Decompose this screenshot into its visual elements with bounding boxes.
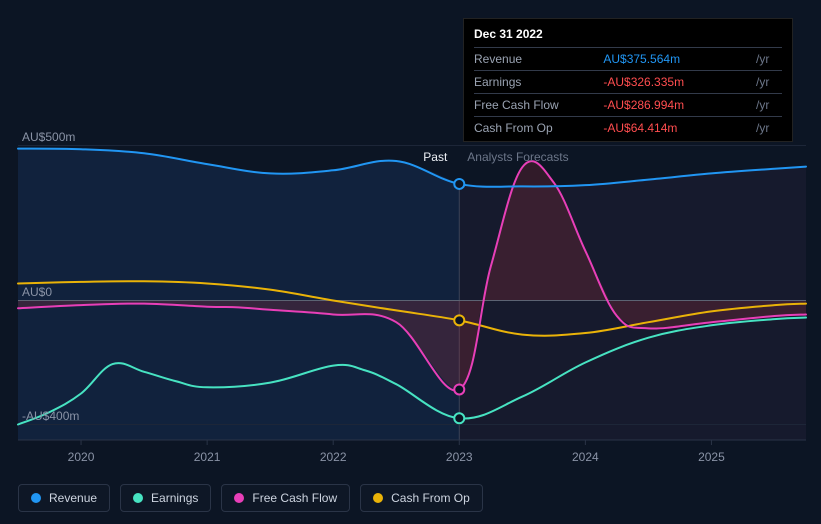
- tooltip-value: -AU$286.994m: [603, 94, 752, 117]
- legend-item-cfo[interactable]: Cash From Op: [360, 484, 483, 512]
- y-tick-label: AU$500m: [22, 130, 75, 144]
- tooltip-row: Earnings-AU$326.335m/yr: [474, 71, 782, 94]
- tooltip-value: AU$375.564m: [603, 48, 752, 71]
- legend-label: Revenue: [49, 491, 97, 505]
- past-label: Past: [423, 150, 447, 164]
- legend-dot-icon: [373, 493, 383, 503]
- tooltip-unit: /yr: [752, 48, 782, 71]
- tooltip-label: Cash From Op: [474, 117, 603, 140]
- past-area: [18, 149, 459, 440]
- tooltip-value: -AU$326.335m: [603, 71, 752, 94]
- x-tick-label: 2024: [572, 450, 599, 464]
- tooltip-unit: /yr: [752, 71, 782, 94]
- legend-item-revenue[interactable]: Revenue: [18, 484, 110, 512]
- y-tick-label: AU$0: [22, 285, 52, 299]
- tooltip-date: Dec 31 2022: [474, 27, 782, 41]
- x-tick-label: 2021: [194, 450, 221, 464]
- legend-dot-icon: [133, 493, 143, 503]
- legend-label: Cash From Op: [391, 491, 470, 505]
- marker-fcf: [454, 384, 464, 394]
- tooltip-label: Free Cash Flow: [474, 94, 603, 117]
- tooltip-row: Cash From Op-AU$64.414m/yr: [474, 117, 782, 140]
- tooltip-label: Revenue: [474, 48, 603, 71]
- marker-revenue: [454, 179, 464, 189]
- tooltip-label: Earnings: [474, 71, 603, 94]
- forecast-label: Analysts Forecasts: [467, 150, 568, 164]
- marker-cfo: [454, 315, 464, 325]
- chart-container: AU$500m AU$0 -AU$400m 2020 2021 2022 2023 2024…: [0, 0, 821, 524]
- marker-earnings: [454, 413, 464, 423]
- tooltip: Dec 31 2022 RevenueAU$375.564m/yrEarning…: [463, 18, 793, 142]
- tooltip-unit: /yr: [752, 94, 782, 117]
- legend-label: Earnings: [151, 491, 198, 505]
- legend-dot-icon: [234, 493, 244, 503]
- tooltip-value: -AU$64.414m: [603, 117, 752, 140]
- y-tick-label: -AU$400m: [22, 409, 79, 423]
- tooltip-row: RevenueAU$375.564m/yr: [474, 48, 782, 71]
- legend-dot-icon: [31, 493, 41, 503]
- legend: Revenue Earnings Free Cash Flow Cash From O…: [18, 484, 483, 512]
- tooltip-row: Free Cash Flow-AU$286.994m/yr: [474, 94, 782, 117]
- legend-item-earnings[interactable]: Earnings: [120, 484, 211, 512]
- x-tick-label: 2025: [698, 450, 725, 464]
- x-tick-label: 2022: [320, 450, 347, 464]
- legend-label: Free Cash Flow: [252, 491, 337, 505]
- x-tick-label: 2020: [68, 450, 95, 464]
- tooltip-table: RevenueAU$375.564m/yrEarnings-AU$326.335…: [474, 47, 782, 139]
- x-tick-label: 2023: [446, 450, 473, 464]
- tooltip-unit: /yr: [752, 117, 782, 140]
- legend-item-fcf[interactable]: Free Cash Flow: [221, 484, 350, 512]
